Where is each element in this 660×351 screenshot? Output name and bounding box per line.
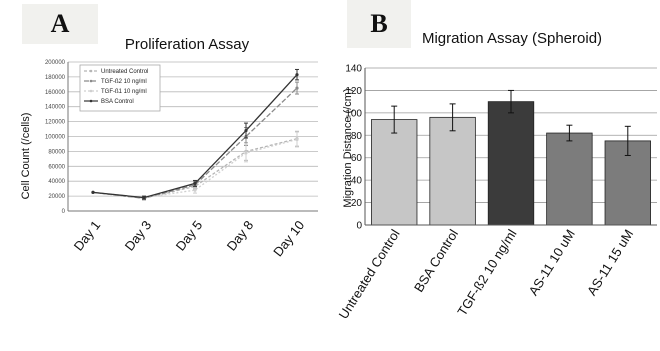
chart-a-data-point — [244, 128, 248, 133]
chart-a-data-point — [142, 195, 146, 200]
chart-a-data-point — [244, 151, 248, 155]
chart-a-title: Proliferation Assay — [125, 36, 250, 53]
chart-a-xtick-label: Day 8 — [224, 218, 257, 254]
chart-b-ylabel: Migration Distance (/cm) — [342, 88, 354, 207]
chart-a-legend-marker — [89, 99, 93, 103]
chart-b-ytick-label: 140 — [345, 64, 362, 75]
chart-a-ytick-label: 40000 — [48, 179, 65, 185]
chart-b-xtick-label: Untreated Control — [336, 227, 403, 322]
chart-b-bar — [429, 116, 476, 226]
chart-a-data-point — [295, 137, 299, 142]
chart-b-xtick-label: AS-11 15 uM — [584, 227, 636, 298]
chart-a-ytick-label: 180000 — [45, 75, 66, 81]
chart-a-legend-marker — [89, 89, 93, 93]
chart-a-xtick-label: Day 5 — [173, 218, 206, 254]
chart-a-legend-label: TGF-ß2 10 ng/ml — [101, 79, 147, 85]
chart-b-bar — [371, 119, 418, 226]
chart-a-legend-label: BSA Control — [101, 99, 134, 105]
chart-a-legend-label: Untreated Control — [101, 69, 148, 75]
chart-b-title: Migration Assay (Spheroid) — [422, 30, 602, 47]
chart-b-bar — [546, 132, 593, 226]
panel-b-label: B — [347, 0, 411, 48]
chart-b-ytick-label: 20 — [351, 198, 363, 209]
chart-b-ytick-label: 80 — [351, 131, 363, 142]
panel-a-label: A — [22, 4, 98, 44]
chart-a-ytick-label: 120000 — [45, 120, 66, 126]
chart-b-xtick-label: AS-11 10 uM — [526, 227, 578, 298]
chart-a-legend-label: TGF-ß1 10 ng/ml — [101, 89, 147, 95]
chart-b-ytick-label: 120 — [345, 86, 362, 97]
chart-a-data-point — [193, 181, 197, 186]
chart-a-data-point — [91, 190, 95, 194]
chart-a-ytick-label: 200000 — [45, 60, 66, 66]
chart-a-series-line — [92, 87, 298, 199]
chart-b-xtick-label: TGF-ß2 10 ng/ml — [454, 227, 519, 319]
chart-a-data-point — [193, 188, 197, 192]
chart-b-ytick-label: 40 — [351, 176, 363, 187]
chart-a-legend-marker — [89, 69, 93, 73]
chart-a-ytick-label: 100000 — [45, 135, 66, 141]
chart-a-ylabel: Cell Count (/cells) — [20, 113, 32, 200]
chart-a-xtick-label: Day 10 — [270, 218, 307, 260]
chart-b-ytick-label: 100 — [345, 108, 362, 119]
chart-b-ytick-label: 60 — [351, 153, 363, 164]
chart-a-xtick-label: Day 1 — [71, 218, 104, 254]
chart-b-bar — [487, 101, 535, 226]
chart-b-xtick-label: BSA Control — [411, 227, 461, 295]
chart-a-legend-box — [79, 64, 161, 112]
chart-a-ytick-label: 80000 — [48, 149, 65, 155]
chart-a-ytick-label: 0 — [62, 209, 66, 215]
chart-a-ytick-label: 140000 — [45, 105, 66, 111]
chart-a-data-point — [295, 86, 299, 90]
chart-a-legend-marker — [89, 79, 93, 83]
chart-a-ytick-label: 160000 — [45, 90, 66, 96]
chart-a-xtick-label: Day 3 — [122, 218, 155, 254]
chart-a-ytick-label: 60000 — [48, 164, 65, 170]
chart-a-ytick-label: 20000 — [48, 194, 65, 200]
chart-a-data-point — [295, 73, 299, 77]
chart-b-ytick-label: 0 — [356, 221, 362, 232]
